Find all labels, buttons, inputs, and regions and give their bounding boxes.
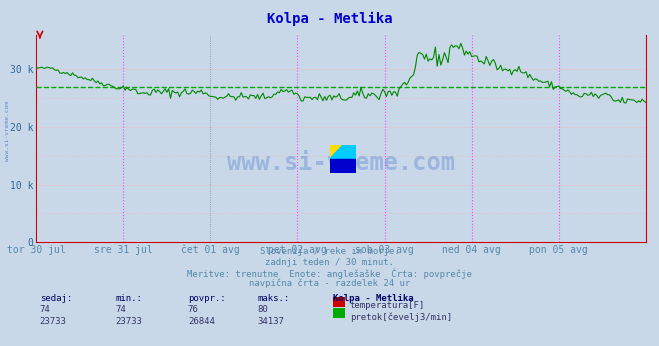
Text: pretok[čevelj3/min]: pretok[čevelj3/min] bbox=[350, 312, 452, 321]
Polygon shape bbox=[330, 145, 343, 159]
Text: min.:: min.: bbox=[115, 294, 142, 303]
Text: sedaj:: sedaj: bbox=[40, 294, 72, 303]
Text: 34137: 34137 bbox=[257, 317, 284, 326]
Text: 80: 80 bbox=[257, 305, 268, 314]
Text: 74: 74 bbox=[40, 305, 50, 314]
Text: navpična črta - razdelek 24 ur: navpična črta - razdelek 24 ur bbox=[249, 279, 410, 288]
Text: 74: 74 bbox=[115, 305, 126, 314]
Polygon shape bbox=[330, 159, 356, 173]
Text: 23733: 23733 bbox=[40, 317, 67, 326]
Text: Meritve: trenutne  Enote: anglešaške  Črta: povprečje: Meritve: trenutne Enote: anglešaške Črta… bbox=[187, 268, 472, 279]
Text: temperatura[F]: temperatura[F] bbox=[350, 301, 425, 310]
Text: 76: 76 bbox=[188, 305, 198, 314]
Text: Slovenija / reke in morje.: Slovenija / reke in morje. bbox=[260, 247, 399, 256]
Text: www.si-vreme.com: www.si-vreme.com bbox=[5, 101, 11, 162]
Polygon shape bbox=[330, 145, 356, 159]
Text: www.si-vreme.com: www.si-vreme.com bbox=[227, 151, 455, 175]
Text: maks.:: maks.: bbox=[257, 294, 289, 303]
Text: 26844: 26844 bbox=[188, 317, 215, 326]
Text: Kolpa - Metlika: Kolpa - Metlika bbox=[333, 294, 413, 303]
Text: povpr.:: povpr.: bbox=[188, 294, 225, 303]
Text: Kolpa - Metlika: Kolpa - Metlika bbox=[267, 12, 392, 26]
Text: zadnji teden / 30 minut.: zadnji teden / 30 minut. bbox=[265, 258, 394, 267]
Text: 23733: 23733 bbox=[115, 317, 142, 326]
